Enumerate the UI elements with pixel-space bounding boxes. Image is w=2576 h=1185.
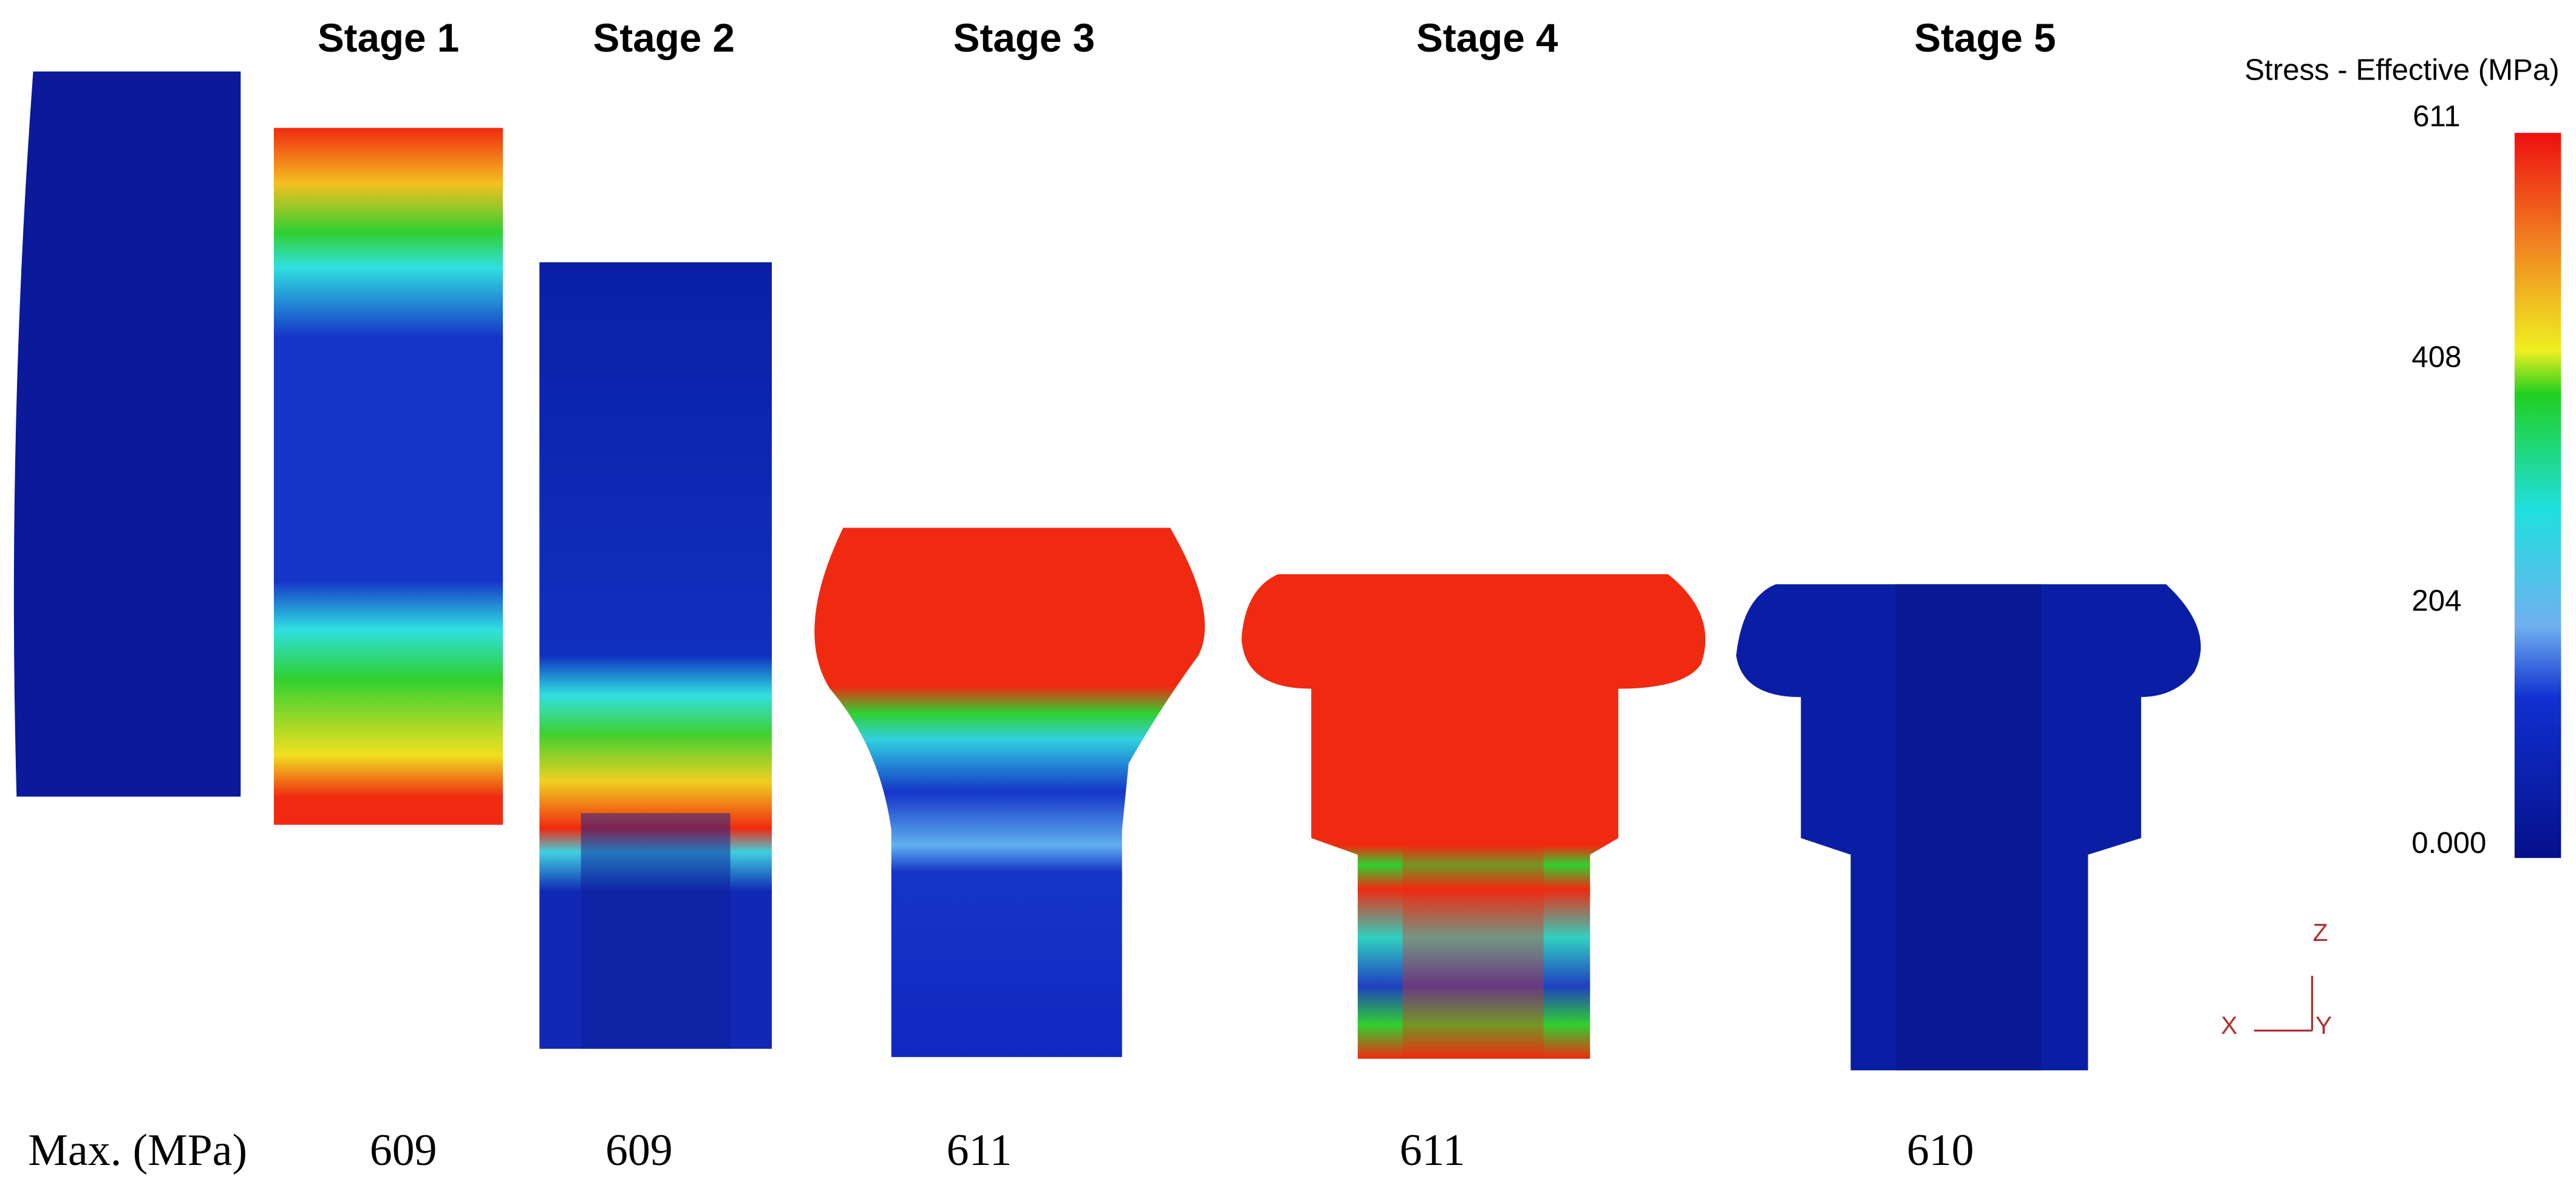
colorbar-tick: 0.000 <box>2411 826 2486 860</box>
max-value: 610 <box>1907 1125 1974 1175</box>
cavity <box>1402 838 1544 1059</box>
colorbar-title: Stress - Effective (MPa) <box>2244 53 2559 86</box>
axis-triad <box>2254 976 2314 1032</box>
axis-label: X <box>2221 1011 2237 1039</box>
cavity <box>1895 584 2042 1071</box>
stage-title: Stage 3 <box>953 16 1095 60</box>
max-label: Max. (MPa) <box>28 1125 247 1175</box>
stage-1-part <box>273 127 503 825</box>
cavity <box>581 813 731 1049</box>
colorbar-tick: 611 <box>2413 100 2460 133</box>
axis-label: Y <box>2315 1011 2332 1039</box>
max-value: 611 <box>947 1125 1012 1175</box>
billet <box>13 71 241 797</box>
stage-4-part <box>1241 574 1706 1059</box>
axis-label: Z <box>2313 918 2328 946</box>
stage-title: Stage 2 <box>593 16 735 60</box>
stage-title: Stage 1 <box>318 16 459 60</box>
colorbar <box>2514 132 2561 858</box>
stage-3-part <box>814 528 1205 1058</box>
stage-title: Stage 4 <box>1416 16 1558 60</box>
colorbar-tick: 408 <box>2411 340 2461 373</box>
stage-title: Stage 5 <box>1914 16 2056 60</box>
colorbar-tick: 204 <box>2411 584 2461 617</box>
max-value: 611 <box>1400 1125 1465 1175</box>
max-value: 609 <box>370 1125 437 1175</box>
max-value: 609 <box>605 1125 673 1175</box>
